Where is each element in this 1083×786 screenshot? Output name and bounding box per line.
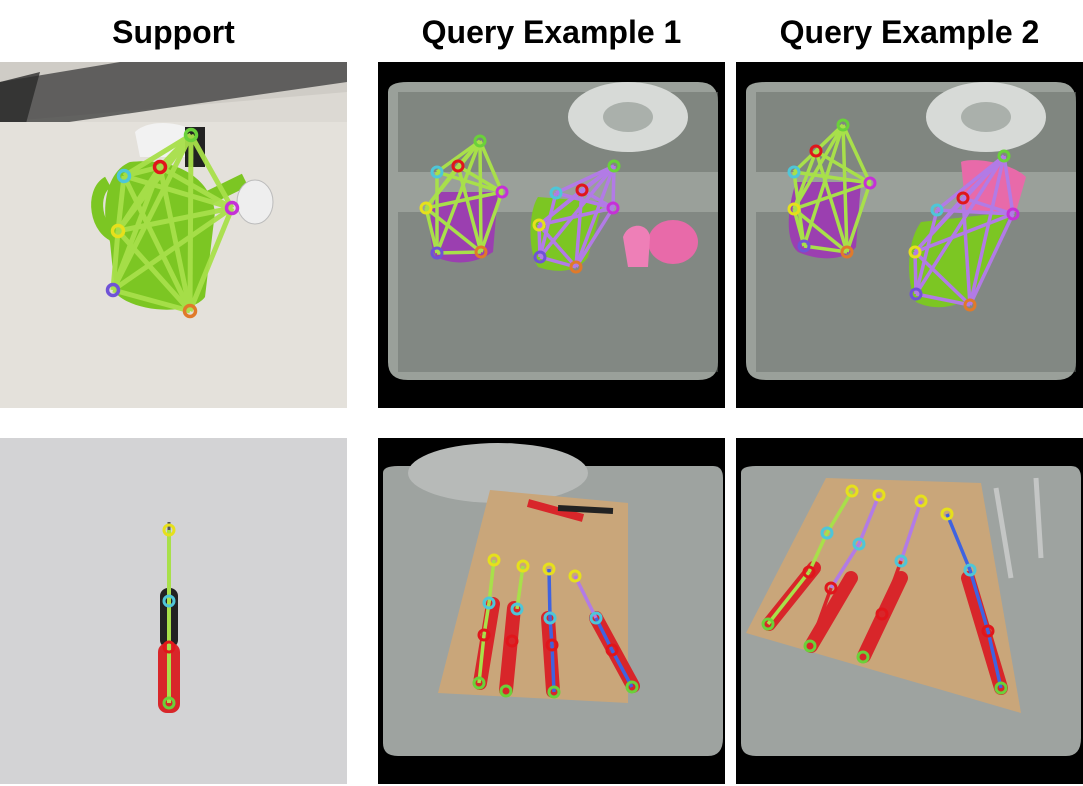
keypoints: [419, 134, 621, 274]
support-watering-can-image: [0, 62, 347, 408]
keypoints: [105, 127, 240, 319]
keypoints: [761, 484, 1008, 695]
keypoint-edges: [766, 490, 1003, 689]
keypoint-edges-can-2: [913, 154, 1015, 307]
query-1-watering-cans-image: [378, 62, 725, 408]
keypoints: [162, 523, 176, 710]
keypoint-edges: [110, 132, 235, 314]
query-example-2-title: Query Example 2: [779, 14, 1040, 50]
keypoints: [787, 118, 1020, 312]
query-1-screwdrivers-image: [378, 438, 725, 784]
query-2-watering-cans-image: [736, 62, 1083, 408]
keypoint-edges-can-1: [424, 139, 504, 255]
support-title: Support: [112, 14, 235, 50]
query-example-1-title: Query Example 1: [421, 14, 682, 50]
query-2-screwdrivers-image: [736, 438, 1083, 784]
keypoints: [472, 553, 639, 699]
support-screwdriver-image: [0, 438, 347, 784]
